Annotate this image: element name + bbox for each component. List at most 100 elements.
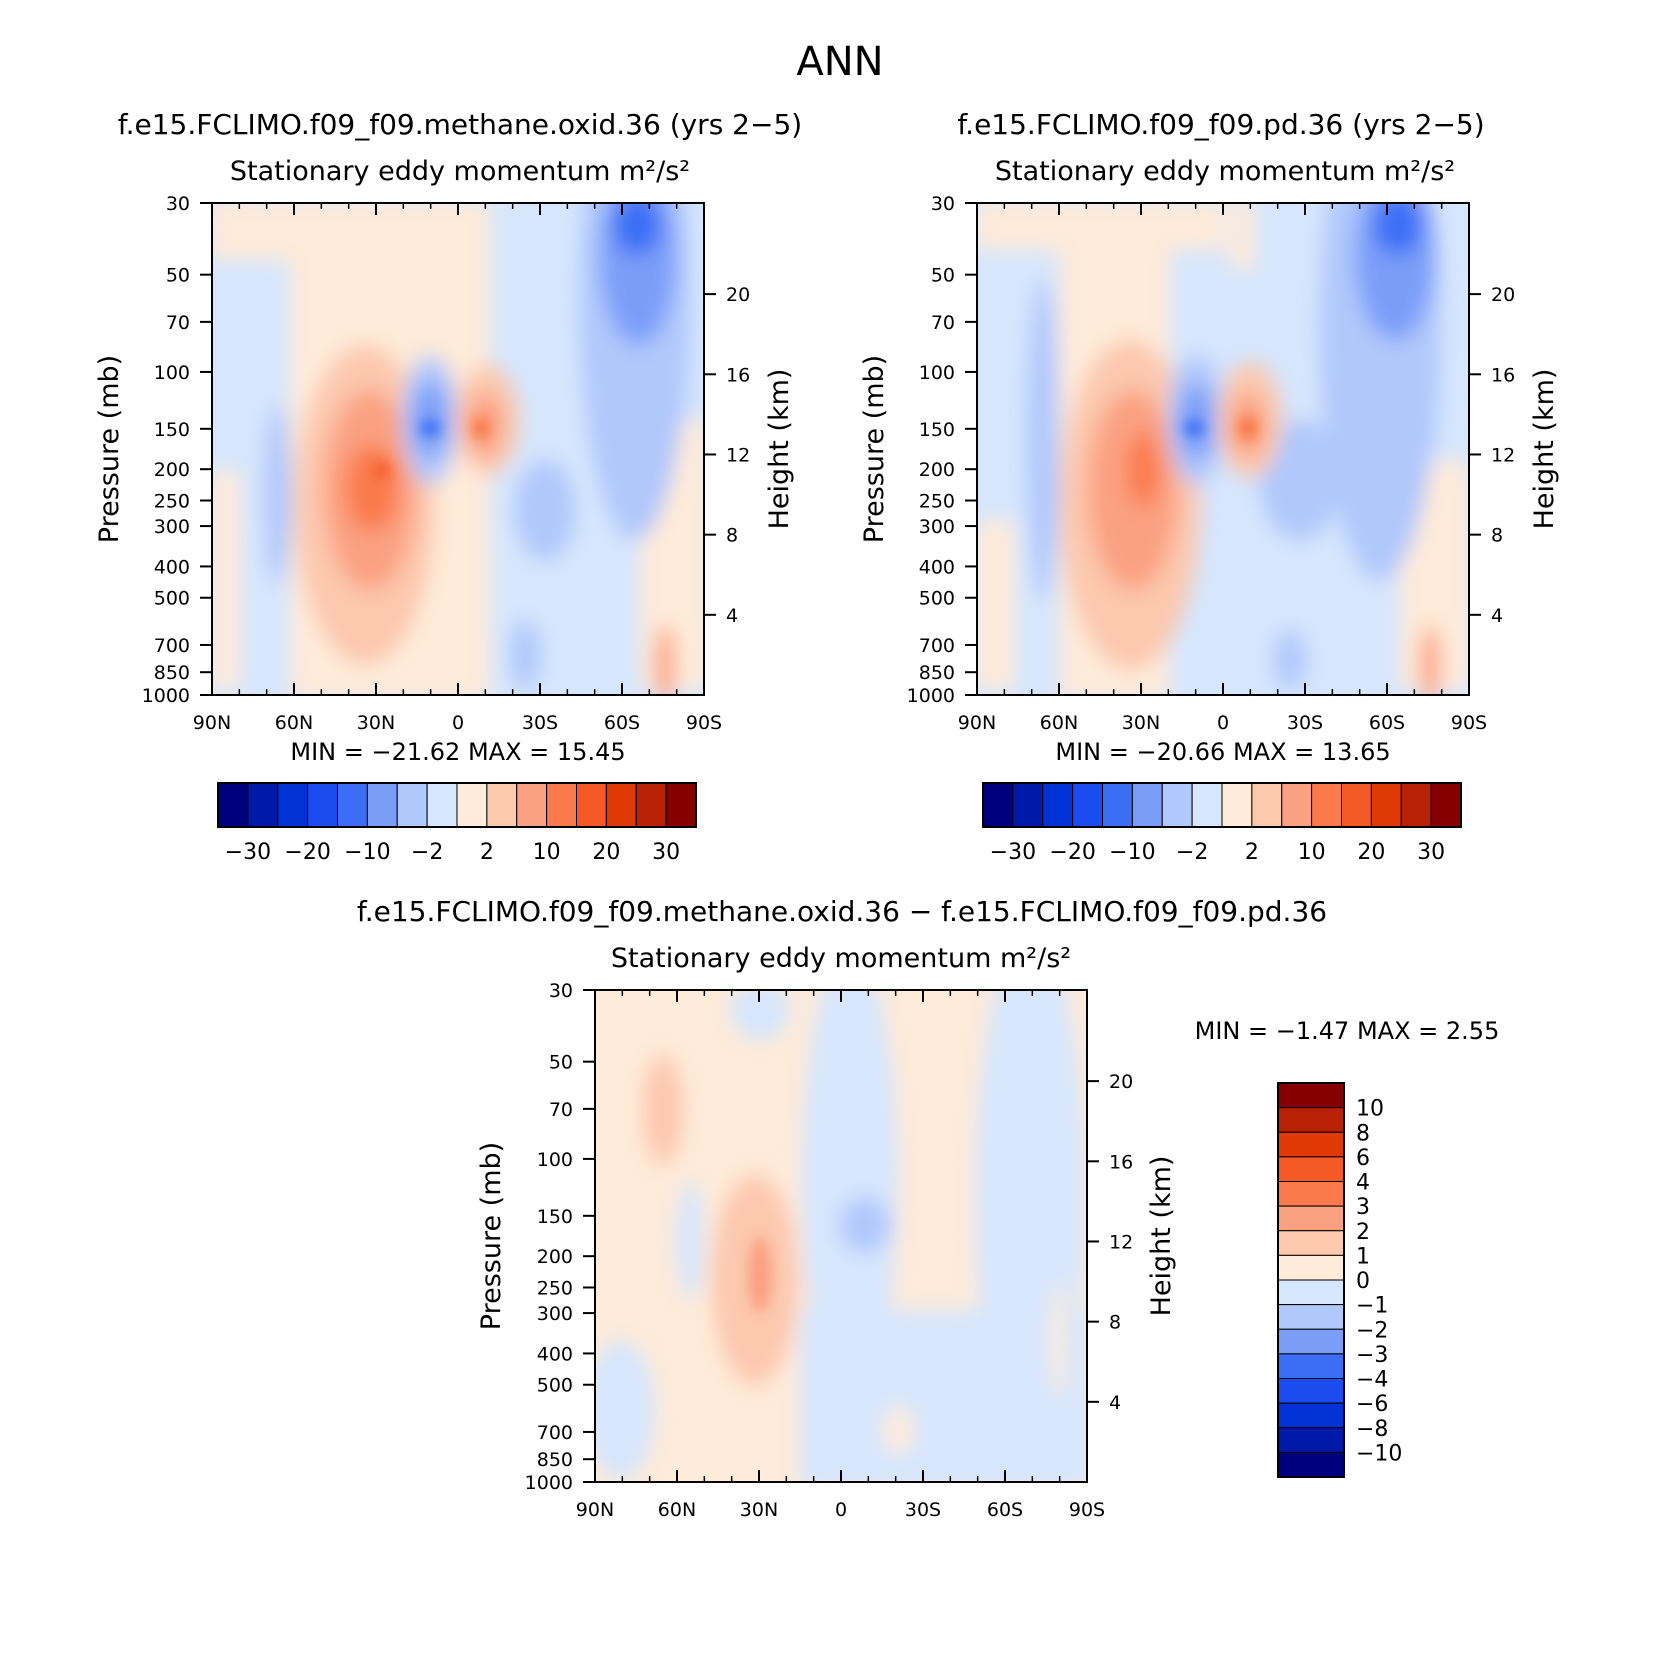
figure-title: ANN — [796, 39, 883, 85]
max-label: MAX = — [1357, 1017, 1438, 1045]
x-tick-label: 0 — [1217, 712, 1229, 734]
x-tick-label: 60S — [1369, 712, 1405, 734]
y-tick-label: 850 — [154, 662, 190, 684]
y-tick-label: 700 — [154, 635, 190, 657]
x-tick-label: 30N — [1122, 712, 1160, 734]
y-tick-label: 700 — [537, 1422, 573, 1444]
height-tick-label: 4 — [726, 605, 738, 627]
colorbar-swatch — [1277, 1254, 1345, 1281]
contour-positive — [655, 625, 675, 695]
colorbar-swatch — [1277, 1082, 1345, 1109]
colorbar-label: −30 — [225, 840, 271, 865]
min-label: MIN = — [290, 738, 363, 766]
y-tick-label: 500 — [537, 1375, 573, 1397]
colorbar-swatch — [1370, 782, 1402, 828]
colorbar-swatch — [1131, 782, 1163, 828]
contour-positive-band — [977, 520, 1015, 690]
colorbar-label: −10 — [344, 840, 390, 865]
height-tick-label: 16 — [1491, 364, 1515, 386]
colorbar-label: −4 — [1356, 1368, 1388, 1393]
colorbar-swatch — [1012, 782, 1044, 828]
panel-subtitle: Stationary eddy momentum m²/s² — [230, 156, 690, 187]
x-tick-label: 60N — [1040, 712, 1078, 734]
colorbar-swatch — [1281, 782, 1313, 828]
contour-peak-max — [748, 1237, 772, 1313]
height-tick-label: 16 — [1109, 1151, 1133, 1173]
contour-positive — [1420, 625, 1440, 695]
panel-methane-oxid: f.e15.FCLIMO.f09_f09.methane.oxid.36 (yr… — [94, 108, 802, 865]
y-tick-label: 400 — [154, 556, 190, 578]
y-tick-label: 400 — [919, 556, 955, 578]
units-text: m²/s² — [619, 156, 690, 187]
contour-negative — [1374, 203, 1422, 255]
x-tick-label: 30N — [740, 1499, 778, 1521]
x-tick-label: 60S — [604, 712, 640, 734]
y-tick-label: 150 — [919, 419, 955, 441]
colorbar-label: 3 — [1356, 1195, 1370, 1220]
contour-peak-min — [420, 420, 440, 436]
colorbar-swatch — [217, 782, 249, 828]
y-tick-label: 50 — [166, 265, 190, 287]
colorbar-label: −1 — [1356, 1294, 1388, 1319]
y-tick-label: 850 — [537, 1449, 573, 1471]
colorbar-label: −20 — [284, 840, 330, 865]
colorbar: −30 −20 −10 −2 2 10 20 30 — [982, 782, 1462, 865]
contour-peak-max — [472, 417, 490, 439]
height-tick-label: 4 — [1491, 605, 1503, 627]
min-value: −21.62 — [371, 738, 460, 766]
contour-negative — [975, 990, 1085, 1470]
colorbar-swatch — [516, 782, 548, 828]
x-tick-label: 30S — [522, 712, 558, 734]
height-tick-label: 8 — [1491, 525, 1503, 547]
x-tick-label: 90N — [576, 1499, 614, 1521]
panel-subtitle: Stationary eddy momentum m²/s² — [995, 156, 1455, 187]
max-label: MAX = — [1233, 738, 1314, 766]
colorbar-swatch — [1277, 1451, 1345, 1478]
y-tick-label: 250 — [919, 490, 955, 512]
y-tick-label: 1000 — [525, 1472, 573, 1494]
height-tick-label: 20 — [1491, 284, 1515, 306]
colorbar-swatch — [635, 782, 667, 828]
y-tick-label: 250 — [154, 490, 190, 512]
y-tick-label: 100 — [919, 362, 955, 384]
colorbar-swatch — [1277, 1353, 1345, 1379]
colorbar-swatch — [1277, 1427, 1345, 1453]
contour-negative — [264, 405, 292, 585]
x-tick-label: 60S — [987, 1499, 1023, 1521]
y-tick-label: 100 — [154, 362, 190, 384]
run-title: f.e15.FCLIMO.f09_f09.methane.oxid.36 − f… — [357, 895, 1327, 928]
axes: 90N 60N 30N 0 30S 60S 90S 30 50 70 100 150 200 250 300… — [142, 193, 751, 734]
colorbar-label: 1 — [1356, 1244, 1370, 1269]
colorbar-label: 10 — [1298, 840, 1326, 865]
contour-positive — [643, 1055, 683, 1165]
contour-negative — [1274, 630, 1306, 690]
colorbar-swatch — [1277, 1304, 1345, 1330]
y-axis-label-right: Height (km) — [1529, 369, 1560, 530]
colorbar-label: −6 — [1356, 1392, 1388, 1417]
x-tick-label: 90N — [193, 712, 231, 734]
y-tick-label: 1000 — [907, 685, 955, 707]
contour-positive-band — [450, 203, 490, 280]
height-tick-label: 12 — [726, 444, 750, 466]
contour-negative — [802, 990, 898, 1410]
units-text: m²/s² — [1000, 943, 1071, 974]
colorbar-label: 20 — [1357, 840, 1385, 865]
contour-negative — [840, 1197, 890, 1253]
contour-peak-max — [1238, 416, 1258, 440]
colorbar-swatch — [307, 782, 338, 828]
colorbar-swatch — [1042, 782, 1074, 828]
y-axis-label: Pressure (mb) — [94, 355, 125, 543]
run-title: f.e15.FCLIMO.f09_f09.pd.36 (yrs 2−5) — [957, 108, 1484, 141]
contour-field — [595, 990, 1087, 1482]
contour-negative — [1355, 203, 1435, 340]
colorbar-label: 0 — [1356, 1269, 1370, 1294]
colorbar-swatch — [546, 782, 577, 828]
colorbar-swatch — [1277, 1107, 1345, 1133]
y-tick-label: 30 — [166, 193, 190, 215]
height-tick-label: 16 — [726, 364, 750, 386]
colorbar-swatch — [1277, 1328, 1345, 1355]
colorbar-swatch — [486, 782, 518, 828]
colorbar-label: −2 — [1356, 1318, 1388, 1343]
colorbar-swatch — [396, 782, 428, 828]
y-tick-label: 50 — [549, 1052, 573, 1074]
